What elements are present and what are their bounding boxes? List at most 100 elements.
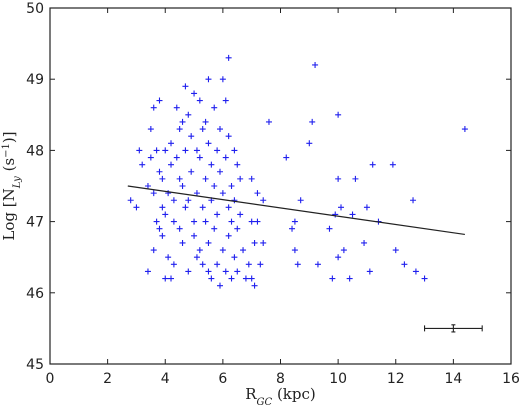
data-point: [162, 211, 169, 218]
data-point: [176, 175, 183, 182]
data-point: [182, 147, 189, 154]
y-tick-label: 47: [26, 215, 44, 231]
data-point: [202, 118, 209, 125]
data-point: [156, 97, 163, 104]
y-tick-label: 45: [26, 357, 44, 373]
data-point: [219, 76, 226, 83]
data-point: [202, 175, 209, 182]
data-point: [162, 147, 169, 154]
data-point: [147, 126, 154, 133]
data-point: [170, 261, 177, 268]
data-point: [225, 204, 232, 211]
data-point: [231, 147, 238, 154]
data-point: [231, 197, 238, 204]
data-point: [205, 76, 212, 83]
data-point: [222, 97, 229, 104]
data-point: [185, 268, 192, 275]
data-point: [237, 211, 244, 218]
data-point: [254, 190, 261, 197]
data-point: [248, 175, 255, 182]
data-point: [168, 140, 175, 147]
data-point: [185, 197, 192, 204]
y-label-sup: −1: [1, 143, 12, 158]
data-point: [159, 232, 166, 239]
y-tick-label: 46: [26, 286, 44, 302]
data-point: [205, 239, 212, 246]
data-point: [421, 275, 428, 282]
data-point: [179, 183, 186, 189]
data-point: [234, 161, 241, 168]
data-point: [199, 126, 206, 133]
data-point: [314, 261, 321, 268]
data-point: [216, 168, 223, 175]
data-point: [211, 183, 218, 189]
data-point: [219, 247, 226, 254]
data-point: [265, 118, 272, 125]
x-tick-label: 8: [276, 371, 285, 387]
fit-line: [127, 185, 465, 236]
y-axis-ticks: 45 46 47 48 49 50: [26, 1, 511, 373]
y-axis-label: Log [NLy (s−1)]: [0, 131, 23, 240]
data-point: [401, 261, 408, 268]
data-point: [182, 83, 189, 90]
data-point: [225, 133, 232, 140]
data-point: [369, 161, 376, 168]
data-point: [133, 204, 140, 211]
data-point: [211, 225, 218, 232]
data-point: [205, 140, 212, 147]
data-point: [228, 218, 235, 225]
data-point: [234, 225, 241, 232]
data-point: [225, 232, 232, 239]
data-point: [139, 161, 146, 168]
x-tick-label: 4: [161, 371, 170, 387]
data-point: [196, 247, 203, 254]
data-point: [159, 204, 166, 211]
data-point: [248, 275, 255, 282]
data-point: [222, 154, 229, 161]
data-point: [150, 190, 157, 197]
data-point: [335, 254, 342, 261]
data-point: [254, 218, 261, 225]
data-point: [412, 268, 419, 275]
data-point: [188, 133, 195, 140]
data-point: [225, 54, 232, 61]
error-bar: [424, 324, 483, 333]
data-point: [144, 268, 151, 275]
data-point: [340, 247, 347, 254]
data-point: [199, 261, 206, 268]
data-point: [349, 211, 356, 218]
data-point: [170, 197, 177, 204]
y-tick-label: 50: [26, 1, 44, 17]
data-point: [251, 282, 258, 289]
data-point: [329, 275, 336, 282]
data-point: [237, 175, 244, 182]
data-point: [228, 183, 235, 189]
data-point: [346, 275, 353, 282]
data-point: [332, 211, 339, 218]
data-point: [147, 154, 154, 161]
data-point: [234, 268, 241, 275]
data-point: [283, 154, 290, 161]
data-point: [335, 175, 342, 182]
x-tick-label: 10: [329, 371, 347, 387]
error-bar-group: [424, 324, 483, 333]
data-point: [191, 218, 198, 225]
data-point: [208, 275, 215, 282]
data-point: [363, 204, 370, 211]
data-point: [312, 61, 319, 68]
data-point: [257, 261, 264, 268]
y-tick-label: 48: [26, 143, 44, 159]
data-point: [193, 190, 200, 197]
data-markers: [127, 54, 468, 289]
data-point: [338, 204, 345, 211]
data-point: [410, 197, 417, 204]
data-point: [214, 147, 221, 154]
data-point: [136, 147, 143, 154]
x-tick-label: 0: [46, 371, 55, 387]
data-point: [144, 183, 151, 189]
data-point: [165, 254, 172, 261]
data-point: [291, 218, 298, 225]
data-point: [196, 97, 203, 104]
data-point: [193, 147, 200, 154]
